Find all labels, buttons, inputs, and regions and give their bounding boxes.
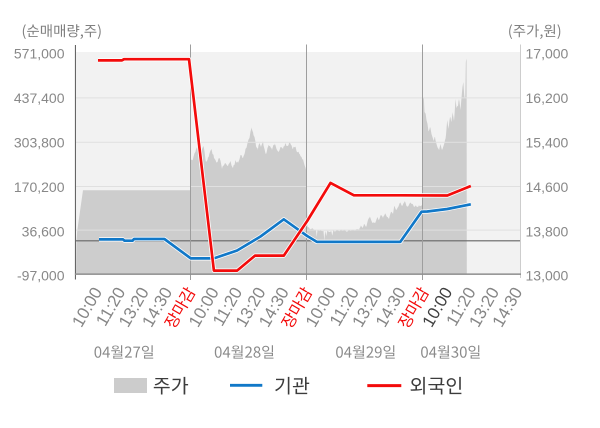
svg-text:14,600: 14,600	[526, 179, 569, 195]
svg-text:303,800: 303,800	[14, 134, 65, 150]
svg-text:-97,000: -97,000	[17, 268, 65, 284]
svg-text:437,400: 437,400	[14, 90, 65, 106]
svg-text:16,200: 16,200	[526, 90, 569, 106]
svg-text:13,800: 13,800	[526, 223, 569, 239]
svg-text:170,200: 170,200	[14, 179, 65, 195]
svg-text:13,000: 13,000	[526, 268, 569, 284]
svg-text:15,400: 15,400	[526, 134, 569, 150]
svg-text:571,000: 571,000	[14, 46, 65, 62]
svg-text:17,000: 17,000	[526, 46, 569, 62]
svg-text:36,600: 36,600	[22, 223, 65, 239]
